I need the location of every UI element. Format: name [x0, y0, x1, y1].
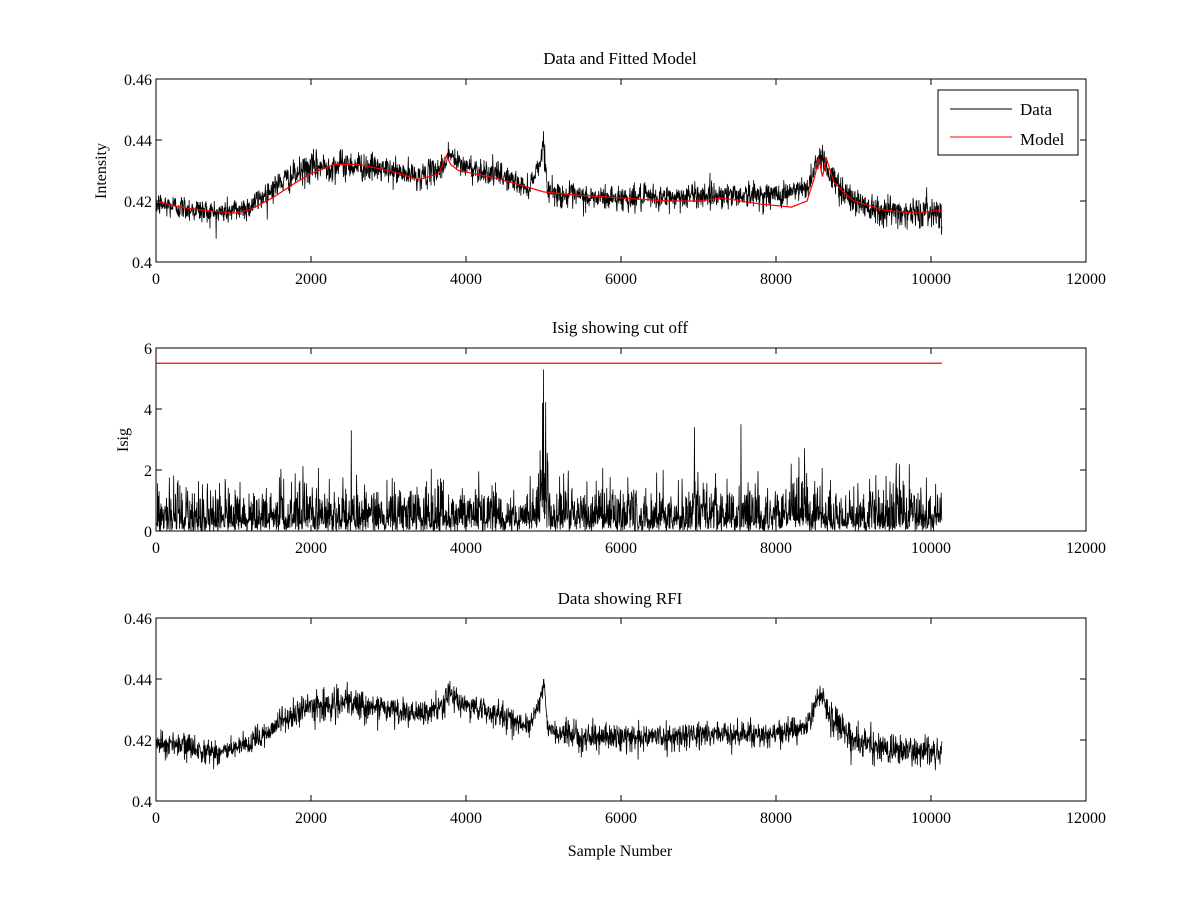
y-tick-label: 0.42	[124, 733, 152, 750]
y-tick-label: 0.44	[124, 133, 152, 150]
x-tick-label: 2000	[295, 271, 327, 288]
plot-area	[155, 617, 1087, 802]
x-tick-label: 12000	[1066, 271, 1106, 288]
y-tick-label: 0.46	[124, 72, 152, 89]
x-tick-label: 4000	[450, 810, 482, 827]
series-layer	[156, 131, 943, 239]
y-axis-label: Isig	[115, 428, 132, 452]
x-tick-label: 8000	[760, 810, 792, 827]
x-tick-label: 0	[152, 810, 160, 827]
y-tick-label: 0	[144, 524, 152, 541]
y-tick-label: 0.46	[124, 611, 152, 628]
series-1	[156, 678, 943, 771]
series-model	[156, 153, 942, 214]
plot-area	[155, 347, 1087, 532]
legend-box	[937, 89, 1079, 156]
y-tick-label: 0.42	[124, 194, 152, 211]
x-tick-label: 8000	[760, 271, 792, 288]
x-tick-label: 0	[152, 540, 160, 557]
panel-isig: Isig showing cut off Isig	[115, 318, 688, 452]
chart-title: Data and Fitted Model	[543, 49, 697, 68]
x-tick-label: 0	[152, 271, 160, 288]
x-tick-label: 12000	[1066, 540, 1106, 557]
legend: Data Model	[937, 89, 1079, 156]
y-tick-label: 4	[144, 402, 152, 419]
x-tick-label: 2000	[295, 810, 327, 827]
y-tick-label: 0.44	[124, 672, 152, 689]
legend-label-model: Model	[1020, 130, 1065, 149]
y-tick-label: 2	[144, 463, 152, 480]
chart-title: Isig showing cut off	[552, 318, 688, 337]
y-tick-label: 0.4	[132, 794, 152, 811]
x-tick-label: 4000	[450, 540, 482, 557]
y-tick-label: 6	[144, 341, 152, 358]
x-axis-label: Sample Number	[568, 843, 673, 860]
x-tick-label: 8000	[760, 540, 792, 557]
x-tick-label: 4000	[450, 271, 482, 288]
axes-1: 0 2000 4000 6000 8000 10000 12000 0.4 0.42 0.44 0.…	[124, 72, 1106, 288]
x-tick-label: 10000	[911, 810, 951, 827]
y-tick-label: 0.4	[132, 255, 152, 272]
series-layer	[156, 362, 943, 531]
x-tick-label: 10000	[911, 540, 951, 557]
series-layer	[156, 678, 943, 771]
chart-title: Data showing RFI	[558, 589, 683, 608]
legend-label-data: Data	[1020, 100, 1053, 119]
x-tick-label: 6000	[605, 540, 637, 557]
axes-2: 0 2000 4000 6000 8000 10000 12000 0 2 4 6	[144, 341, 1106, 557]
axes-3: 0 2000 4000 6000 8000 10000 12000 0.4 0.42 0.44 0.…	[124, 611, 1106, 827]
panel-data-rfi: Data showing RFI Sample Number	[558, 589, 683, 860]
x-tick-label: 2000	[295, 540, 327, 557]
x-tick-label: 6000	[605, 810, 637, 827]
panel-data-and-model: Data and Fitted Model Intensity	[93, 49, 697, 199]
x-tick-label: 10000	[911, 271, 951, 288]
x-tick-label: 6000	[605, 271, 637, 288]
x-tick-label: 12000	[1066, 810, 1106, 827]
y-axis-label: Intensity	[93, 143, 110, 199]
series-1	[156, 369, 943, 531]
